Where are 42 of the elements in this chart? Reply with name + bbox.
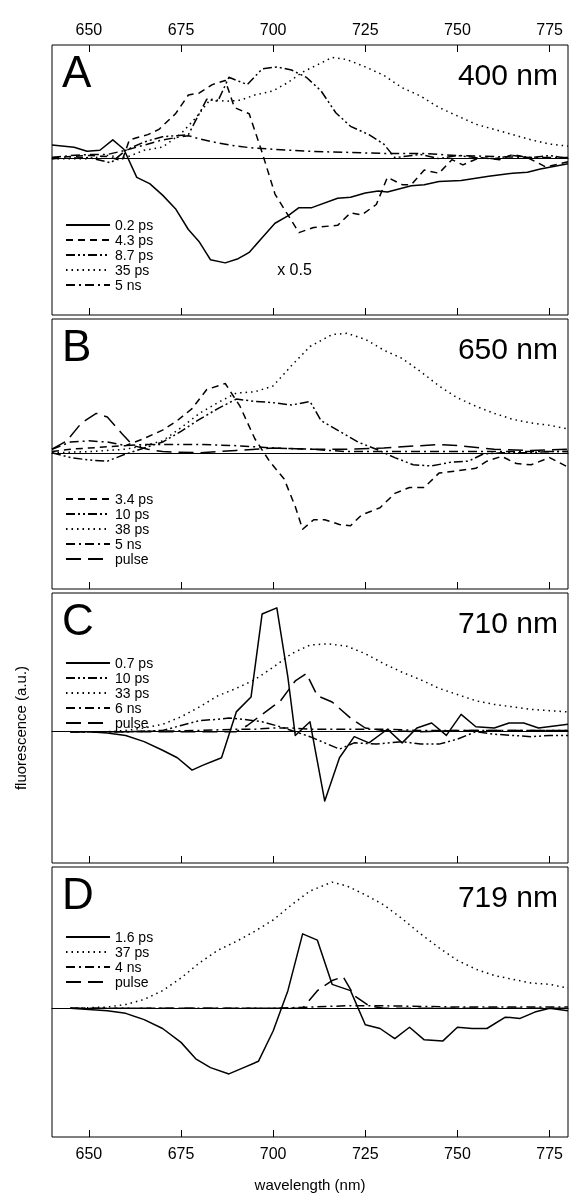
legend-label: 37 ps [115, 944, 150, 960]
legend-label: 0.7 ps [115, 655, 154, 671]
legend-label: 5 ns [115, 277, 142, 293]
legend-label: pulse [115, 974, 149, 990]
x2-tick-label: 675 [167, 20, 195, 38]
legend-label: 1.6 ps [115, 929, 154, 945]
annotation: 719 nm [457, 879, 559, 913]
annotation: 710 nm [457, 605, 559, 639]
x-tick-label: 700 [259, 1144, 287, 1162]
x2-tick-label: 650 [75, 20, 103, 38]
x-axis-title: wavelength (nm) [253, 1176, 366, 1193]
legend-label: 38 ps [115, 521, 150, 537]
annotation: x 0.5 [277, 260, 312, 278]
x2-tick-label: 750 [444, 20, 471, 38]
legend-label: 33 ps [115, 685, 150, 701]
legend-label: 5 ns [115, 536, 142, 552]
annotation: D [62, 868, 94, 918]
legend-label: 6 ns [115, 700, 142, 716]
x2-tick-label: 775 [536, 20, 564, 38]
x-tick-label: 725 [351, 1144, 379, 1162]
legend-label: 8.7 ps [115, 247, 154, 263]
x2-tick-label: 725 [351, 20, 379, 38]
legend-label: 0.2 ps [115, 217, 154, 233]
annotation: B [62, 320, 92, 370]
legend-label: 3.4 ps [115, 491, 154, 507]
x-tick-label: 675 [167, 1144, 195, 1162]
annotation: A [62, 46, 92, 96]
annotation: 400 nm [457, 57, 559, 91]
legend-label: pulse [115, 551, 149, 567]
x2-tick-label: 700 [259, 20, 287, 38]
y-axis-title: fluorescence (a.u.) [11, 665, 29, 791]
legend-label: 10 ps [115, 506, 150, 522]
x-tick-label: 650 [75, 1144, 103, 1162]
legend-label: pulse [115, 715, 149, 731]
legend-label: 4.3 ps [115, 232, 154, 248]
annotation: C [62, 594, 94, 644]
legend-label: 4 ns [115, 959, 142, 975]
x-tick-label: 750 [444, 1144, 471, 1162]
annotation: 650 nm [457, 331, 559, 365]
legend-label: 10 ps [115, 670, 150, 686]
x-tick-label: 775 [536, 1144, 564, 1162]
legend-label: 35 ps [115, 262, 150, 278]
